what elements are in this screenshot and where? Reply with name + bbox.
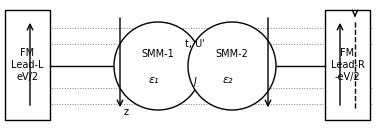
Bar [5, 10, 50, 120]
Ellipse shape [188, 22, 276, 110]
Text: t, U': t, U' [185, 39, 205, 49]
Text: SMM-2: SMM-2 [215, 49, 248, 59]
Text: ε₁: ε₁ [149, 75, 159, 85]
Text: ε₂: ε₂ [223, 75, 233, 85]
Text: FM
Lead-R
-eV/2: FM Lead-R -eV/2 [331, 48, 364, 82]
Bar [325, 10, 370, 120]
Text: z: z [124, 107, 129, 117]
Text: SMM-1: SMM-1 [142, 49, 174, 59]
Ellipse shape [114, 22, 202, 110]
Text: J: J [194, 77, 197, 87]
Text: FM
Lead-L
eV/2: FM Lead-L eV/2 [11, 48, 44, 82]
